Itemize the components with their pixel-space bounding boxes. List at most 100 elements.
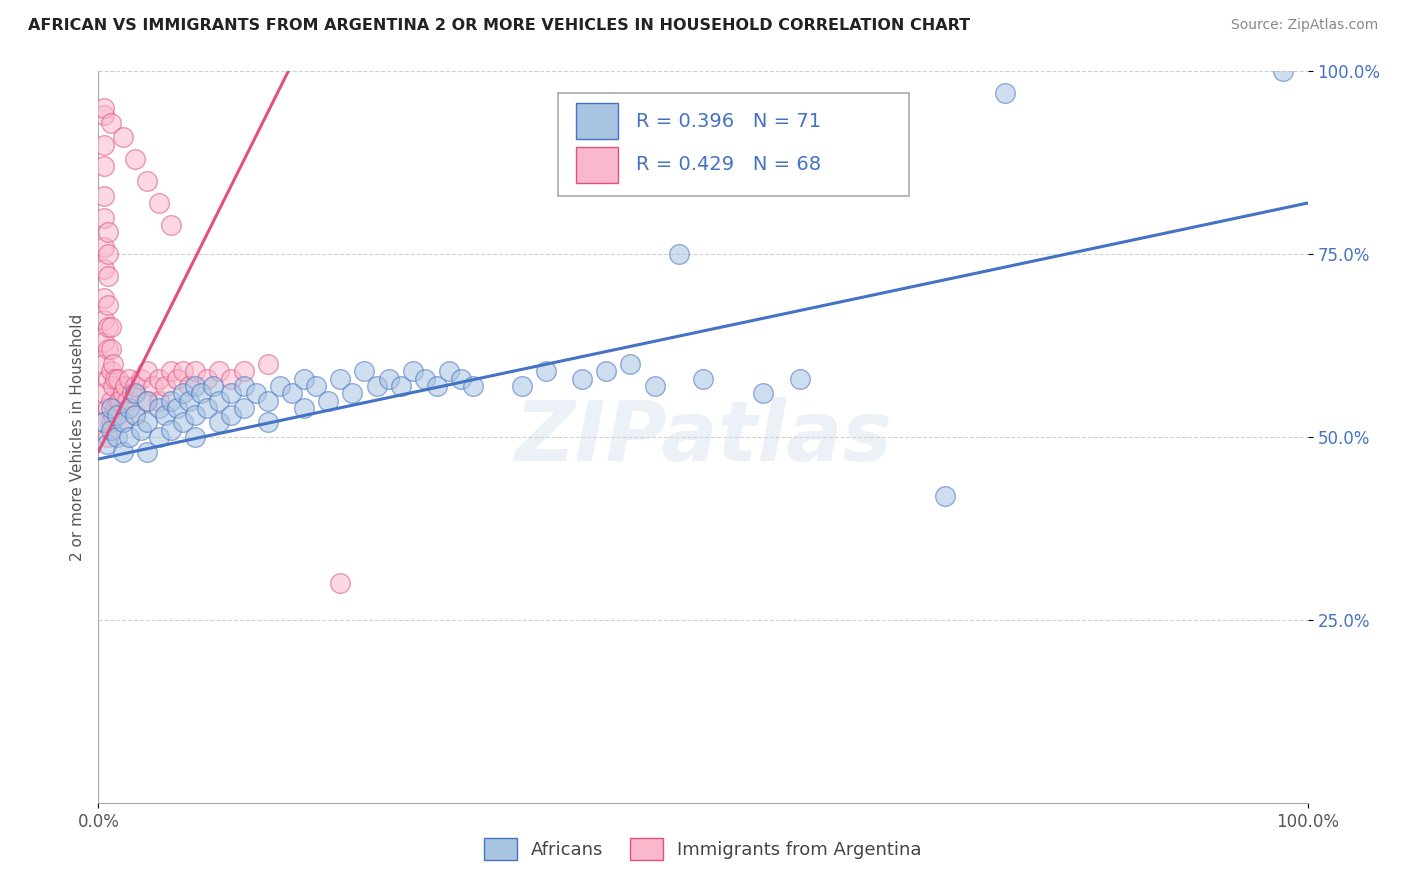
- Point: [118, 371, 141, 385]
- Point: [100, 416, 122, 430]
- Point: [135, 393, 157, 408]
- Point: [111, 416, 134, 430]
- Point: [221, 371, 243, 385]
- Point: [135, 393, 157, 408]
- Point: [107, 393, 129, 408]
- Point: [108, 393, 131, 408]
- Point: [100, 401, 122, 415]
- Y-axis label: 2 or more Vehicles in Household: 2 or more Vehicles in Household: [69, 313, 84, 561]
- Point: [221, 408, 243, 422]
- Point: [135, 444, 157, 458]
- Point: [184, 364, 207, 378]
- Point: [93, 137, 115, 152]
- Point: [329, 371, 352, 385]
- FancyBboxPatch shape: [558, 94, 908, 195]
- Point: [571, 371, 593, 385]
- Point: [202, 379, 225, 393]
- Point: [93, 211, 115, 225]
- Point: [160, 364, 183, 378]
- Point: [97, 320, 120, 334]
- Point: [101, 357, 124, 371]
- Point: [93, 291, 115, 305]
- Text: ZIPatlas: ZIPatlas: [515, 397, 891, 477]
- Point: [100, 115, 122, 129]
- Point: [160, 393, 183, 408]
- Text: AFRICAN VS IMMIGRANTS FROM ARGENTINA 2 OR MORE VEHICLES IN HOUSEHOLD CORRELATION: AFRICAN VS IMMIGRANTS FROM ARGENTINA 2 O…: [28, 18, 970, 33]
- Point: [135, 174, 157, 188]
- Point: [121, 386, 143, 401]
- Point: [534, 364, 557, 378]
- Point: [124, 408, 146, 422]
- Point: [692, 371, 714, 385]
- Point: [93, 357, 115, 371]
- Point: [292, 371, 315, 385]
- Point: [93, 240, 115, 254]
- Point: [97, 298, 120, 312]
- Point: [413, 371, 436, 385]
- Point: [118, 401, 141, 415]
- Point: [256, 416, 278, 430]
- Point: [97, 371, 120, 385]
- Point: [232, 379, 254, 393]
- Point: [232, 401, 254, 415]
- Point: [129, 371, 152, 385]
- Point: [153, 408, 176, 422]
- Point: [114, 379, 136, 393]
- Point: [93, 108, 115, 122]
- Point: [245, 386, 267, 401]
- Point: [437, 364, 460, 378]
- Point: [172, 386, 194, 401]
- Text: Source: ZipAtlas.com: Source: ZipAtlas.com: [1230, 18, 1378, 32]
- Point: [93, 386, 115, 401]
- Point: [644, 379, 666, 393]
- Point: [184, 379, 207, 393]
- Point: [124, 152, 146, 166]
- Point: [292, 401, 315, 415]
- Point: [179, 393, 201, 408]
- Point: [124, 408, 146, 422]
- Point: [195, 371, 218, 385]
- Point: [111, 444, 134, 458]
- Point: [329, 576, 352, 591]
- Point: [353, 364, 375, 378]
- Point: [342, 386, 364, 401]
- Point: [93, 313, 115, 327]
- Point: [994, 87, 1017, 101]
- Point: [752, 386, 775, 401]
- Point: [305, 379, 328, 393]
- Point: [101, 408, 124, 422]
- Point: [256, 393, 278, 408]
- Point: [104, 371, 127, 385]
- Point: [179, 379, 201, 393]
- Point: [184, 430, 207, 444]
- Point: [111, 130, 134, 145]
- Point: [934, 489, 956, 503]
- Point: [100, 343, 122, 357]
- Point: [172, 364, 194, 378]
- Point: [668, 247, 690, 261]
- Point: [93, 416, 115, 430]
- Point: [148, 196, 170, 211]
- Point: [101, 379, 124, 393]
- Point: [619, 357, 641, 371]
- Point: [208, 393, 231, 408]
- Point: [148, 393, 170, 408]
- Point: [377, 371, 399, 385]
- Point: [97, 343, 120, 357]
- Point: [172, 416, 194, 430]
- Point: [105, 430, 128, 444]
- Point: [232, 364, 254, 378]
- Point: [256, 357, 278, 371]
- Point: [111, 386, 134, 401]
- Point: [129, 423, 152, 437]
- Point: [789, 371, 811, 385]
- Point: [195, 401, 218, 415]
- Point: [148, 371, 170, 385]
- Point: [97, 430, 120, 444]
- Point: [389, 379, 412, 393]
- FancyBboxPatch shape: [576, 103, 619, 139]
- Point: [118, 430, 141, 444]
- Point: [117, 393, 139, 408]
- Point: [97, 269, 120, 284]
- Point: [93, 416, 115, 430]
